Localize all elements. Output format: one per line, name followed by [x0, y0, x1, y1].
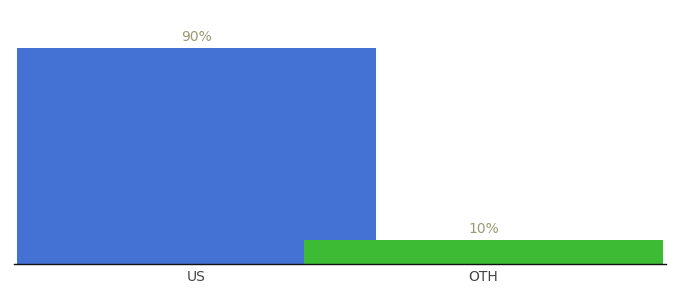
Bar	[304, 240, 663, 264]
Text: 90%: 90%	[181, 30, 211, 44]
Bar	[17, 48, 376, 264]
Text: 10%: 10%	[469, 222, 499, 236]
